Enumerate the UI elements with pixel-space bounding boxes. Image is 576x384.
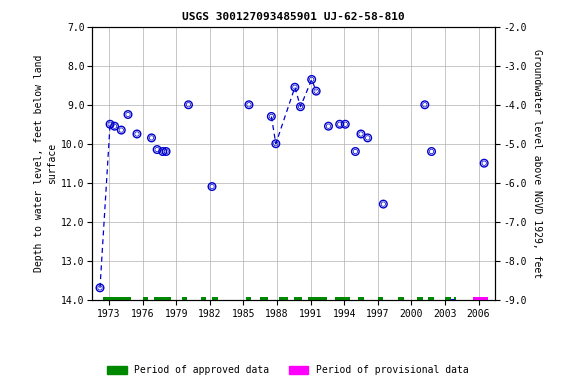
Point xyxy=(123,111,132,118)
Point xyxy=(132,131,142,137)
Point xyxy=(158,149,167,155)
Point xyxy=(271,141,281,147)
Bar xyxy=(454,296,456,303)
Point xyxy=(244,102,253,108)
Point xyxy=(161,149,170,155)
Point xyxy=(132,131,142,137)
Point xyxy=(147,135,156,141)
Y-axis label: Depth to water level, feet below land
surface: Depth to water level, feet below land su… xyxy=(33,55,57,272)
Point xyxy=(271,141,281,147)
Point xyxy=(427,149,436,155)
Bar xyxy=(358,296,364,303)
Point xyxy=(290,84,300,90)
Point xyxy=(207,184,217,190)
Point xyxy=(110,123,119,129)
Point xyxy=(427,149,436,155)
Point xyxy=(96,285,105,291)
Point xyxy=(448,300,457,306)
Point xyxy=(117,127,126,133)
Bar xyxy=(245,296,251,303)
Bar xyxy=(378,296,384,303)
Point xyxy=(307,76,316,83)
Point xyxy=(110,123,119,129)
Point xyxy=(379,201,388,207)
Bar xyxy=(308,296,327,303)
Point xyxy=(123,111,132,118)
Point xyxy=(161,149,170,155)
Point xyxy=(153,146,162,152)
Point xyxy=(312,88,321,94)
Point xyxy=(158,149,167,155)
Point xyxy=(296,104,305,110)
Bar xyxy=(473,296,487,303)
Point xyxy=(340,121,350,127)
Bar xyxy=(428,296,434,303)
Point xyxy=(480,160,489,166)
Legend: Period of approved data, Period of provisional data: Period of approved data, Period of provi… xyxy=(103,361,473,379)
Point xyxy=(448,300,457,306)
Bar xyxy=(154,296,170,303)
Point xyxy=(420,102,429,108)
Point xyxy=(147,135,156,141)
Point xyxy=(357,131,366,137)
Point xyxy=(184,102,193,108)
Point xyxy=(117,127,126,133)
Point xyxy=(244,102,253,108)
Point xyxy=(324,123,333,129)
Point xyxy=(267,113,276,119)
Point xyxy=(105,121,115,127)
Point xyxy=(184,102,193,108)
Point xyxy=(296,104,305,110)
Bar xyxy=(260,296,268,303)
Bar xyxy=(103,296,131,303)
Point xyxy=(420,102,429,108)
Bar xyxy=(445,296,450,303)
Point xyxy=(153,146,162,152)
Point xyxy=(363,135,372,141)
Point xyxy=(379,201,388,207)
Y-axis label: Groundwater level above NGVD 1929, feet: Groundwater level above NGVD 1929, feet xyxy=(532,49,542,278)
Point xyxy=(335,121,344,127)
Point xyxy=(290,84,300,90)
Bar xyxy=(142,296,148,303)
Point xyxy=(307,76,316,83)
Point xyxy=(351,149,360,155)
Title: USGS 300127093485901 UJ-62-58-810: USGS 300127093485901 UJ-62-58-810 xyxy=(183,12,405,22)
Bar xyxy=(212,296,218,303)
Point xyxy=(480,160,489,166)
Point xyxy=(363,135,372,141)
Point xyxy=(357,131,366,137)
Point xyxy=(324,123,333,129)
Point xyxy=(335,121,344,127)
Point xyxy=(105,121,115,127)
Point xyxy=(312,88,321,94)
Point xyxy=(351,149,360,155)
Bar xyxy=(279,296,288,303)
Bar xyxy=(182,296,187,303)
Point xyxy=(96,285,105,291)
Bar xyxy=(201,296,206,303)
Point xyxy=(340,121,350,127)
Bar xyxy=(294,296,302,303)
Point xyxy=(207,184,217,190)
Bar xyxy=(335,296,350,303)
Bar xyxy=(398,296,404,303)
Point xyxy=(267,113,276,119)
Bar xyxy=(417,296,423,303)
